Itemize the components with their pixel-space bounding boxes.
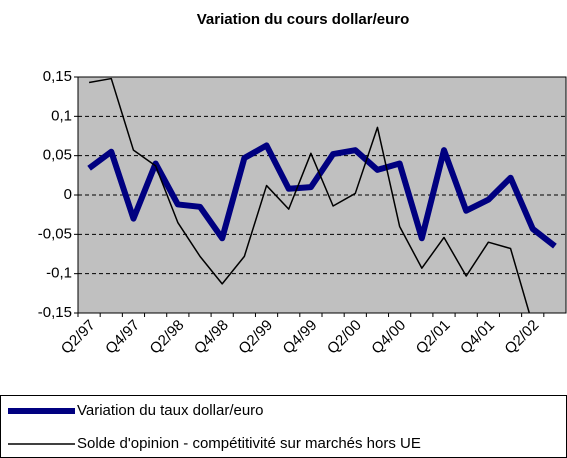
series-line (88, 77, 531, 313)
y-tick-label: 0 (64, 186, 72, 203)
x-tick-label: Q4/97 (102, 317, 143, 358)
y-tick-label: 0,15 (43, 68, 72, 85)
x-tick-label: Q2/97 (58, 317, 99, 358)
x-tick-label: Q4/99 (280, 317, 321, 358)
chart-title: Variation du cours dollar/euro (197, 11, 410, 28)
y-tick-label: 0,1 (51, 107, 72, 124)
x-tick-label: Q4/00 (368, 317, 409, 358)
series-line (87, 142, 557, 249)
x-tick-label: Q2/00 (324, 317, 365, 358)
x-tick-label: Q4/98 (191, 317, 232, 358)
y-tick-label: -0,15 (38, 304, 72, 321)
y-tick-label: -0,05 (38, 225, 72, 242)
x-tick-label: Q2/01 (413, 317, 454, 358)
legend (0, 395, 567, 458)
legend-label: Solde d'opinion - compétitivité sur marc… (77, 435, 421, 452)
x-tick-label: Q2/02 (501, 317, 542, 358)
y-tick-label: -0,1 (46, 265, 72, 282)
legend-label: Variation du taux dollar/euro (77, 402, 264, 419)
x-tick-label: Q4/01 (457, 317, 498, 358)
series-group (87, 77, 557, 313)
x-tick-label: Q2/98 (147, 317, 188, 358)
x-tick-label: Q2/99 (235, 317, 276, 358)
y-tick-label: 0,05 (43, 147, 72, 164)
